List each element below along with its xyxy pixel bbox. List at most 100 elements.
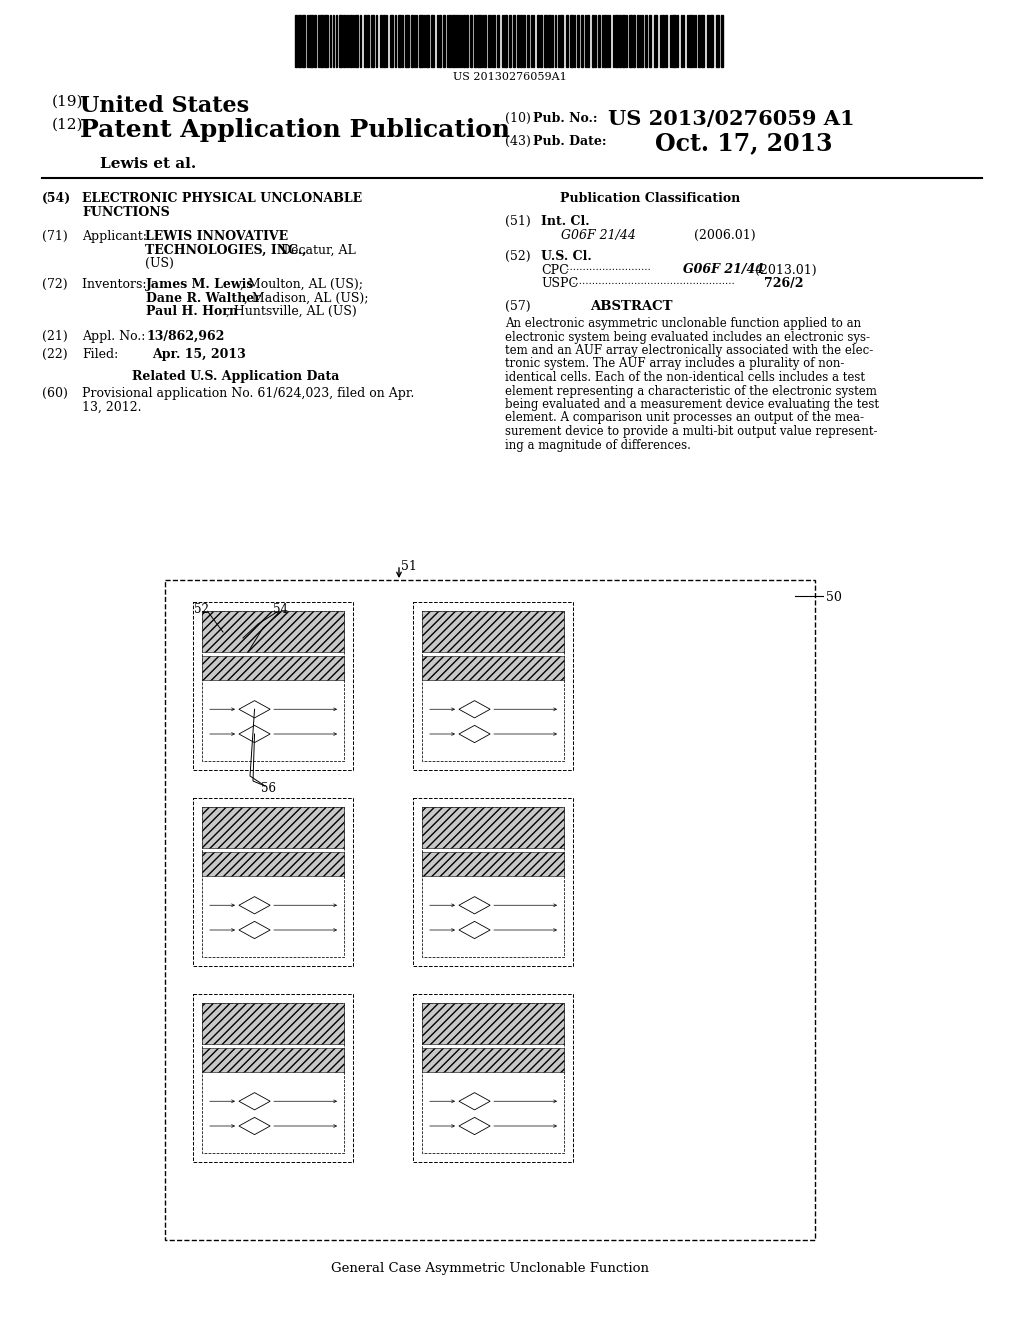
Bar [406, 15, 409, 67]
Text: identical cells. Each of the non-identical cells includes a test: identical cells. Each of the non-identic… [505, 371, 865, 384]
Text: 50: 50 [826, 591, 842, 605]
Bar [513, 15, 515, 67]
Text: tem and an AUF array electronically associated with the elec-: tem and an AUF array electronically asso… [505, 345, 873, 356]
Bar [701, 15, 705, 67]
Text: An electronic asymmetric unclonable function applied to an: An electronic asymmetric unclonable func… [505, 317, 861, 330]
Bar [548, 15, 551, 67]
Text: Provisional application No. 61/624,023, filed on Apr.: Provisional application No. 61/624,023, … [82, 387, 415, 400]
Bar [295, 15, 297, 67]
Bar [422, 611, 564, 762]
Bar [422, 1003, 564, 1044]
Text: (54): (54) [42, 191, 72, 205]
Text: Int. Cl.: Int. Cl. [541, 215, 590, 228]
Text: Patent Application Publication: Patent Application Publication [80, 117, 510, 143]
Text: US 2013/0276059 A1: US 2013/0276059 A1 [608, 110, 855, 129]
Bar [509, 15, 511, 67]
Text: Pub. No.:: Pub. No.: [534, 112, 597, 125]
Bar [350, 15, 352, 67]
Bar [466, 15, 468, 67]
Text: , Madison, AL (US);: , Madison, AL (US); [244, 292, 369, 305]
Text: (12): (12) [52, 117, 84, 132]
Bar [707, 15, 709, 67]
Text: (71): (71) [42, 230, 68, 243]
Text: TECHNOLOGIES, INC.,: TECHNOLOGIES, INC., [145, 243, 306, 256]
Text: (2006.01): (2006.01) [666, 228, 756, 242]
Text: US 20130276059A1: US 20130276059A1 [454, 73, 567, 82]
Bar [202, 1048, 344, 1072]
Text: (10): (10) [505, 112, 530, 125]
Text: 726/2: 726/2 [764, 277, 804, 290]
Bar [622, 15, 625, 67]
Text: CPC: CPC [541, 264, 568, 276]
Bar [413, 994, 573, 1162]
Text: tronic system. The AUF array includes a plurality of non-: tronic system. The AUF array includes a … [505, 358, 845, 371]
Bar [426, 15, 429, 67]
Text: James M. Lewis: James M. Lewis [146, 279, 254, 290]
Text: USPC: USPC [541, 277, 579, 290]
Bar [672, 15, 676, 67]
Bar [339, 15, 342, 67]
Bar [398, 15, 401, 67]
Bar [716, 15, 719, 67]
Bar [570, 15, 573, 67]
Bar [383, 15, 385, 67]
Bar [343, 15, 345, 67]
Text: (2013.01): (2013.01) [751, 264, 816, 276]
Text: Lewis et al.: Lewis et al. [100, 157, 197, 172]
Bar [618, 15, 621, 67]
Bar [202, 1003, 344, 1152]
Bar [484, 15, 486, 67]
Text: , Moulton, AL (US);: , Moulton, AL (US); [240, 279, 362, 290]
Text: (19): (19) [52, 95, 84, 110]
Bar [202, 611, 344, 762]
Bar [202, 807, 344, 957]
Text: (60): (60) [42, 387, 68, 400]
Bar [422, 807, 564, 957]
Bar [637, 15, 639, 67]
Bar [364, 15, 366, 67]
Bar [665, 15, 667, 67]
Bar [422, 611, 564, 652]
Bar [371, 15, 374, 67]
Bar [419, 15, 423, 67]
Bar [202, 656, 344, 680]
Text: Appl. No.:: Appl. No.: [82, 330, 150, 343]
Bar [422, 656, 564, 680]
Bar [474, 15, 476, 67]
Bar [390, 15, 393, 67]
Text: , Huntsville, AL (US): , Huntsville, AL (US) [226, 305, 356, 318]
Bar [324, 15, 328, 67]
Text: Oct. 17, 2013: Oct. 17, 2013 [655, 131, 833, 154]
Text: (57): (57) [505, 300, 530, 313]
Bar [355, 15, 358, 67]
Text: (72): (72) [42, 279, 68, 290]
Text: Paul H. Horn: Paul H. Horn [146, 305, 238, 318]
Bar [411, 15, 413, 67]
Bar [649, 15, 651, 67]
Bar [497, 15, 499, 67]
Bar [537, 15, 539, 67]
Text: (51): (51) [505, 215, 530, 228]
Text: LEWIS INNOVATIVE: LEWIS INNOVATIVE [145, 230, 288, 243]
Bar [413, 602, 573, 770]
Text: (22): (22) [42, 348, 68, 360]
Bar [367, 15, 369, 67]
Bar [202, 611, 344, 652]
Bar [165, 579, 815, 1239]
Bar [470, 15, 472, 67]
Bar [431, 15, 434, 67]
Bar [698, 15, 700, 67]
Text: United States: United States [80, 95, 249, 117]
Bar [523, 15, 525, 67]
Bar [319, 15, 323, 67]
Bar [493, 15, 495, 67]
Bar [488, 15, 490, 67]
Bar [598, 15, 600, 67]
Bar [314, 15, 316, 67]
Bar [633, 15, 635, 67]
Bar [202, 851, 344, 875]
Text: surement device to provide a multi-bit output value represent-: surement device to provide a multi-bit o… [505, 425, 878, 438]
Text: ..................................................: ........................................… [569, 277, 738, 286]
Text: Inventors:: Inventors: [82, 279, 151, 290]
Bar [477, 15, 481, 67]
